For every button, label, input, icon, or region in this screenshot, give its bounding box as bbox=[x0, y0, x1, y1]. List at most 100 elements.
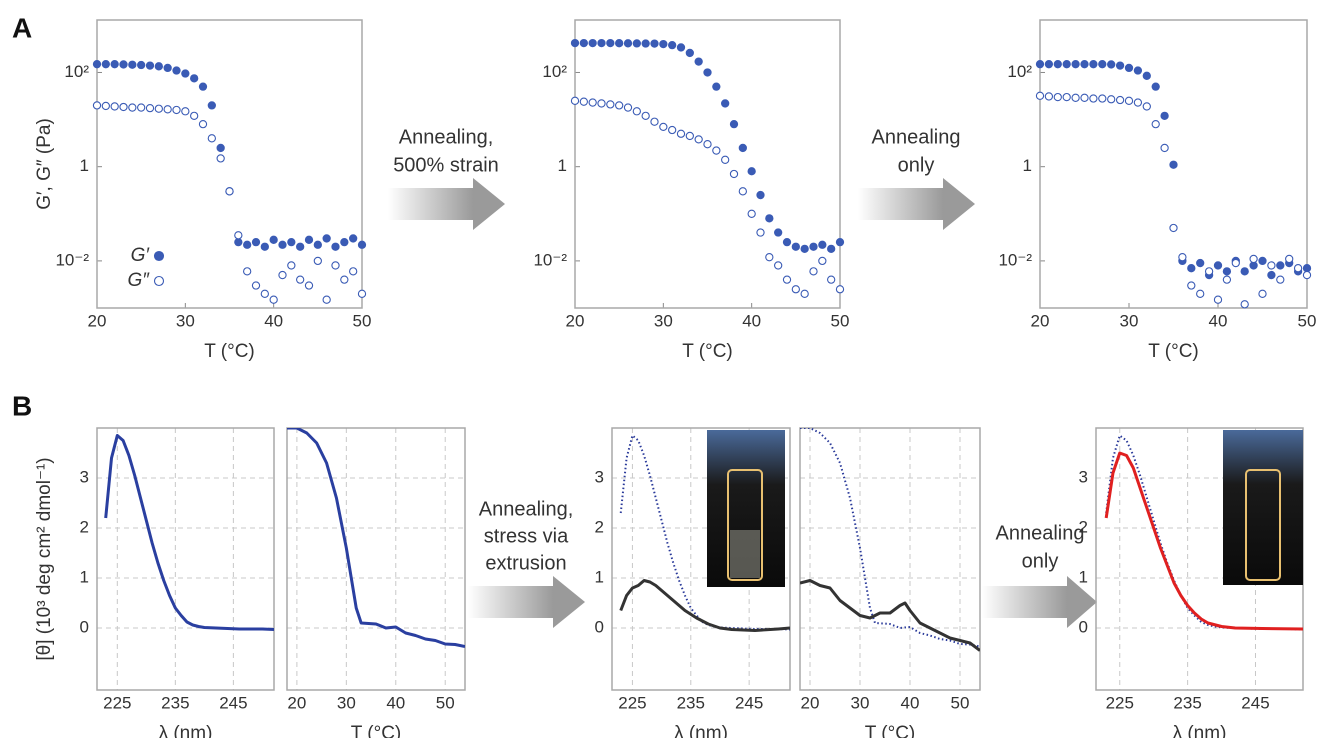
data-point bbox=[747, 209, 756, 218]
panel-label: B bbox=[12, 390, 32, 421]
x-tick-label: 50 bbox=[353, 311, 372, 330]
data-point bbox=[340, 275, 349, 284]
data-point bbox=[128, 60, 137, 69]
data-point bbox=[1258, 289, 1267, 298]
data-point bbox=[685, 131, 694, 141]
y-tick-label: 10² bbox=[1007, 62, 1032, 81]
chart: 0 1 2 3 225 235 245 λ (nm) [θ] (10³ deg cm² dmol… bbox=[34, 427, 275, 738]
chart: 10⁻² 1 10² 20 30 40 50 T (°C) bbox=[998, 19, 1316, 362]
data-point bbox=[181, 69, 190, 78]
data-point bbox=[835, 237, 845, 247]
chart: 10⁻² 1 10² 20 30 40 50 T (°C) bbox=[533, 19, 849, 362]
data-point bbox=[145, 103, 155, 113]
data-point bbox=[597, 99, 606, 108]
data-point bbox=[1293, 264, 1303, 273]
data-point bbox=[588, 98, 597, 107]
data-point bbox=[800, 289, 809, 298]
y-tick-label: 3 bbox=[80, 467, 89, 486]
x-tick-label: 20 bbox=[801, 693, 820, 712]
arrow-label: Annealing bbox=[996, 522, 1085, 544]
data-point bbox=[128, 103, 137, 112]
data-point bbox=[137, 60, 146, 70]
legend-label: G″ bbox=[127, 270, 150, 291]
x-tick-label: 235 bbox=[677, 693, 705, 712]
data-point bbox=[1133, 66, 1143, 75]
data-point bbox=[738, 187, 747, 196]
arrow-label: extrusion bbox=[485, 552, 566, 574]
x-tick-label: 245 bbox=[219, 693, 247, 712]
data-point bbox=[1080, 93, 1089, 102]
data-point bbox=[349, 234, 358, 243]
data-point bbox=[1169, 223, 1178, 233]
data-point bbox=[216, 154, 225, 163]
data-point bbox=[1240, 300, 1249, 309]
y-tick-label: 1 bbox=[80, 156, 89, 175]
data-point bbox=[278, 240, 287, 249]
data-point bbox=[243, 240, 252, 249]
y-tick-label: 0 bbox=[1079, 617, 1088, 636]
x-tick-label: 30 bbox=[654, 311, 673, 330]
data-point bbox=[1115, 61, 1125, 70]
data-point bbox=[234, 231, 243, 240]
data-point bbox=[782, 237, 792, 247]
inset-photo bbox=[1223, 430, 1303, 585]
data-point bbox=[357, 289, 367, 298]
data-point bbox=[216, 143, 225, 153]
data-point bbox=[668, 41, 677, 50]
data-point bbox=[322, 295, 331, 304]
data-point bbox=[597, 38, 606, 48]
data-point bbox=[1071, 60, 1080, 69]
data-point bbox=[304, 281, 314, 290]
data-point bbox=[765, 214, 774, 223]
y-axis-label: [θ] (10³ deg cm² dmol⁻¹) bbox=[34, 457, 55, 660]
x-tick-label: 40 bbox=[1209, 311, 1228, 330]
y-tick-label: 1 bbox=[80, 567, 89, 586]
x-tick-label: 50 bbox=[436, 693, 455, 712]
data-point bbox=[1222, 267, 1232, 276]
data-point bbox=[721, 99, 730, 108]
data-point bbox=[1276, 261, 1285, 270]
data-point bbox=[207, 101, 216, 110]
y-tick-label: 10⁻² bbox=[998, 250, 1032, 269]
data-point bbox=[163, 63, 172, 73]
y-tick-label: 2 bbox=[595, 517, 604, 536]
arrow-label: Annealing, bbox=[399, 126, 494, 148]
data-point bbox=[579, 38, 588, 48]
x-tick-label: 20 bbox=[566, 311, 585, 330]
data-point bbox=[278, 270, 287, 280]
y-tick-label: 0 bbox=[80, 617, 89, 636]
legend-label: G′ bbox=[131, 245, 151, 266]
data-point bbox=[154, 104, 163, 113]
x-tick-label: 235 bbox=[161, 693, 189, 712]
plot-frame bbox=[799, 427, 981, 691]
data-point bbox=[1035, 91, 1045, 100]
data-point bbox=[251, 281, 261, 290]
y-tick-label: 1 bbox=[1079, 567, 1088, 586]
data-point bbox=[1107, 95, 1116, 104]
data-point bbox=[296, 275, 305, 284]
data-point bbox=[721, 155, 730, 164]
arrow-label: only bbox=[1022, 550, 1059, 572]
x-axis-label: T (°C) bbox=[351, 723, 402, 738]
data-point bbox=[632, 39, 641, 48]
data-point bbox=[313, 240, 322, 249]
plot-frame bbox=[611, 427, 791, 691]
x-tick-label: 20 bbox=[1031, 311, 1050, 330]
data-point bbox=[623, 39, 633, 48]
data-point bbox=[703, 140, 712, 149]
data-line bbox=[800, 428, 980, 648]
y-tick-label: 10² bbox=[542, 62, 567, 81]
data-point bbox=[1044, 92, 1054, 101]
data-point bbox=[1124, 96, 1134, 105]
data-point bbox=[774, 228, 783, 237]
data-point bbox=[1196, 289, 1205, 298]
x-tick-label: 245 bbox=[1241, 693, 1269, 712]
data-point bbox=[137, 103, 146, 112]
data-point bbox=[818, 240, 827, 249]
data-point bbox=[1267, 261, 1276, 270]
data-point bbox=[145, 61, 155, 70]
data-point bbox=[1062, 60, 1071, 69]
data-point bbox=[694, 135, 703, 144]
data-point bbox=[1098, 60, 1107, 69]
data-point bbox=[606, 100, 615, 109]
